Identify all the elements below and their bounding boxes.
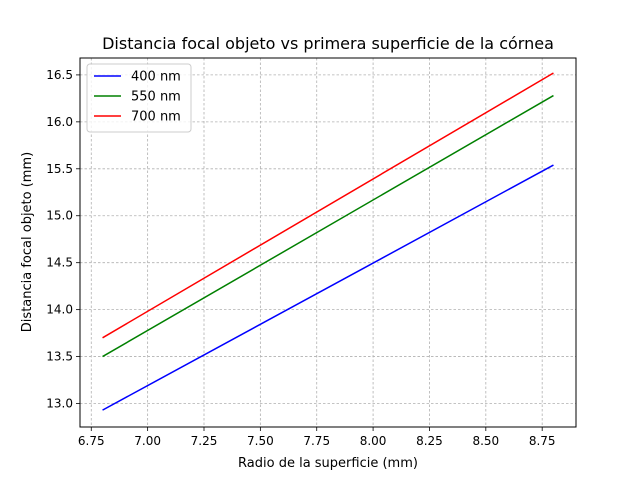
- legend: 400 nm 550 nm 700 nm: [86, 63, 192, 133]
- legend-label: 700 nm: [131, 110, 181, 125]
- y-tick-label: 15.0: [46, 209, 73, 223]
- y-tick-label: 14.0: [46, 303, 73, 317]
- y-tick-label: 13.5: [46, 350, 73, 364]
- legend-label: 400 nm: [131, 70, 181, 85]
- plot-frame: [79, 57, 577, 428]
- legend-box: [86, 63, 192, 133]
- y-axis-ticks: 13.0 13.5 14.0 14.5 15.0 15.5 16.0 16.5: [46, 68, 80, 411]
- y-axis-label: Distancia focal objeto (mm): [20, 152, 35, 332]
- series-line-2: [102, 72, 554, 339]
- x-tick-label: 8.50: [472, 434, 499, 448]
- x-axis-label: Radio de la superficie (mm): [238, 456, 418, 471]
- y-tick-label: 15.5: [46, 162, 73, 176]
- x-tick-label: 8.25: [416, 434, 443, 448]
- y-tick-label: 16.0: [46, 115, 73, 129]
- series-line-1: [102, 94, 554, 358]
- y-tick-label: 13.0: [46, 397, 73, 411]
- x-axis-ticks: 6.75 7.00 7.25 7.50 7.75 8.00 8.25 8.50 8.75: [78, 427, 556, 448]
- x-tick-label: 7.00: [134, 434, 161, 448]
- x-tick-label: 8.00: [360, 434, 387, 448]
- series-lines: [102, 72, 554, 411]
- x-tick-label: 7.75: [303, 434, 330, 448]
- chart-title: Distancia focal objeto vs primera superf…: [102, 34, 554, 53]
- y-tick-label: 14.5: [46, 256, 73, 270]
- x-tick-label: 8.75: [529, 434, 556, 448]
- x-tick-label: 7.25: [191, 434, 218, 448]
- x-tick-label: 6.75: [78, 434, 105, 448]
- legend-label: 550 nm: [131, 90, 181, 105]
- x-tick-label: 7.50: [247, 434, 274, 448]
- series-line-0: [102, 164, 554, 411]
- y-tick-label: 16.5: [46, 68, 73, 82]
